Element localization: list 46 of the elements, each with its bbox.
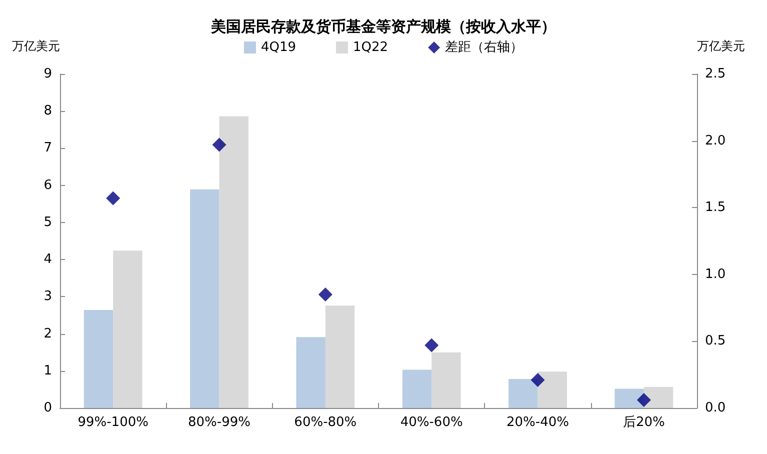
x-tick-label: 80%-99%: [188, 415, 250, 430]
bar: [190, 189, 220, 408]
y-tick-label: 1: [44, 363, 52, 378]
y-tick-label: 5: [44, 214, 52, 230]
legend-label: 4Q19: [260, 40, 296, 55]
y2-tick-label: 2.0: [705, 133, 726, 148]
y2-tick-label: 0.5: [705, 334, 726, 349]
bar: [614, 388, 644, 408]
point: [318, 287, 332, 302]
point: [636, 392, 651, 407]
bar: [644, 386, 674, 408]
x-tick-label: 60%-80%: [294, 415, 357, 430]
y2-tick-label: 2.5: [705, 66, 726, 82]
bar: [538, 372, 567, 408]
bar: [84, 310, 114, 408]
bar: [296, 337, 326, 408]
point: [424, 338, 439, 352]
y-tick-label: 3: [44, 289, 52, 304]
chart-title: 美国居民存款及货币基金等资产规模（按收入水平）: [210, 18, 556, 36]
y-tick-label: 9: [44, 66, 52, 82]
x-tick-label: 99%-100%: [78, 415, 148, 430]
legend-label: 1Q22: [353, 40, 388, 55]
point: [212, 138, 226, 152]
x-tick-label: 后20%: [622, 415, 665, 430]
y-tick-label: 0: [44, 400, 52, 416]
bar: [402, 370, 432, 408]
bar: [219, 116, 248, 408]
y-tick-label: 8: [44, 104, 52, 119]
point: [530, 372, 545, 387]
y2-axis-title: 万亿美元: [697, 39, 745, 53]
x-tick-label: 40%-60%: [400, 415, 463, 430]
y-axis-title: 万亿美元: [12, 39, 60, 53]
bar: [113, 250, 142, 408]
point: [106, 191, 120, 206]
bar: [325, 306, 355, 408]
y-tick-label: 7: [44, 140, 52, 156]
legend-label: 差距（右轴）: [445, 40, 524, 55]
y-tick-label: 4: [44, 252, 52, 268]
bar: [508, 379, 538, 408]
bar: [432, 352, 461, 408]
y2-tick-label: 1.0: [705, 266, 726, 282]
y2-tick-label: 0.0: [705, 400, 726, 416]
x-tick-label: 20%-40%: [506, 415, 569, 430]
y-tick-label: 6: [44, 178, 52, 193]
y-tick-label: 2: [44, 326, 52, 342]
y2-tick-label: 1.5: [705, 200, 726, 216]
